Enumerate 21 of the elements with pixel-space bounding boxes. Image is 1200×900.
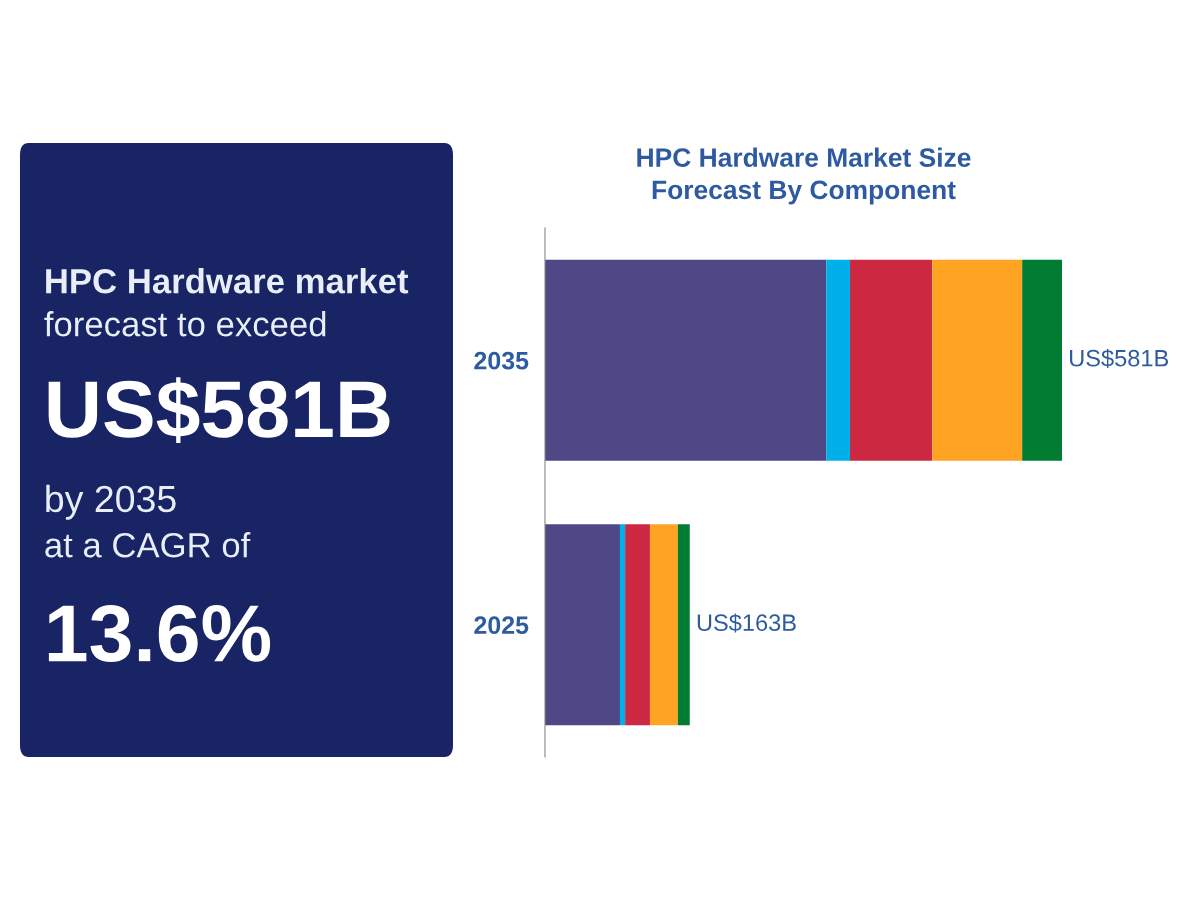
bar [850, 259, 933, 461]
bar [649, 524, 678, 726]
bar [625, 524, 650, 726]
bar [932, 259, 1023, 461]
total-label: US$581B [1070, 348, 1169, 368]
text: at a CAGR of [45, 532, 251, 558]
bar [545, 259, 827, 461]
bar [826, 259, 851, 461]
text: forecast to exceed [44, 311, 326, 337]
chart-title: HPC Hardware Market Size Forecast By Component [637, 147, 971, 205]
bar [619, 524, 626, 726]
y-tick-label: 2035 [474, 351, 529, 370]
text: HPC Hardware market [46, 268, 409, 294]
text: US$581B [48, 377, 390, 444]
y-tick-label: 2025 [474, 616, 529, 635]
bar [677, 524, 690, 726]
total-label: US$163B [697, 613, 796, 633]
bar [545, 524, 620, 726]
text: 13.6% [48, 604, 271, 663]
text: by 2035 [46, 484, 176, 520]
bar [1022, 259, 1062, 461]
